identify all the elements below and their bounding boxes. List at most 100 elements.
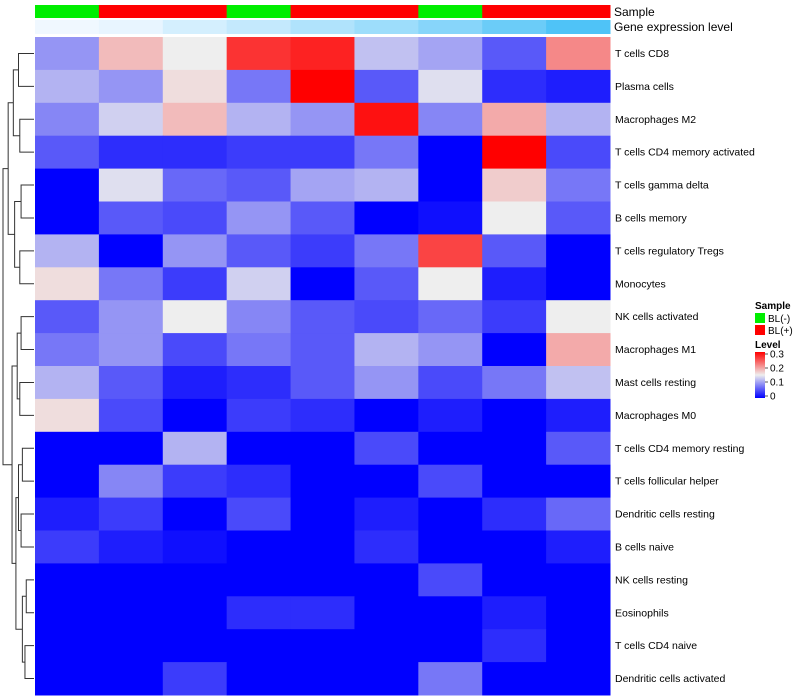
dendrogram-branch [19,381,34,416]
legend-label-bl-pos: BL(+) [768,326,793,337]
heatmap-cell [354,662,419,696]
heatmap-cell [35,398,100,433]
dendrogram-branch [15,497,23,630]
sample-annotation-cell [162,5,228,18]
dendrogram-branch [16,332,22,400]
heatmap-cell [162,662,228,696]
heatmap-cell [418,662,483,696]
heatmap-cell [546,662,611,696]
row-label: NK cells activated [615,311,699,323]
heatmap-cell [290,366,355,400]
heatmap-cell [35,300,100,334]
heatmap-cell [290,168,355,202]
row-label: Macrophages M1 [615,344,696,356]
heatmap-cell [546,629,611,663]
row-label: T cells CD4 naive [615,640,697,652]
heatmap-cell [162,300,228,334]
heatmap-cell [226,530,292,564]
heatmap-cell [354,431,419,466]
heatmap-cell [226,267,292,301]
heatmap-cell [290,431,355,466]
heatmap-cell [162,629,228,663]
heatmap-cell [354,135,419,170]
legend-tick-label: 0 [770,392,776,403]
heatmap-cell [98,300,164,334]
heatmap-cell [482,596,547,630]
legend-level-colorbar [755,352,765,398]
heatmap-cell [162,135,228,170]
row-label: T cells gamma delta [615,180,709,192]
heatmap-cell [482,102,547,137]
row-label: B cells memory [615,212,688,224]
heatmap-cell [546,300,611,334]
heatmap-cell [35,629,100,663]
heatmap-cell [354,201,419,235]
heatmap-cell [226,366,292,400]
heatmap-cell [418,300,483,334]
sample-annotation-cell [354,5,419,18]
heatmap-cell [98,201,164,235]
heatmap-cell [418,366,483,400]
heatmap-cell [482,333,547,367]
heatmap-cell [35,267,100,301]
legend-level-ticks: 0.3 0.2 0.1 0 [765,350,784,403]
heatmap-cell [162,267,228,301]
heatmap-cell [418,234,483,268]
heatmap-cell [35,168,100,202]
heatmap-cell [98,366,164,400]
sample-annotation-cell [482,5,547,18]
heatmap-cell [482,431,547,466]
legend-label-bl-neg: BL(-) [768,314,790,325]
heatmap-cell [290,596,355,630]
heatmap-cell [546,201,611,235]
heatmap-cell [35,563,100,597]
dendrogram-branch [19,118,34,153]
legend-swatch-bl-pos [755,325,765,335]
heatmap-cell [482,464,547,499]
heatmap-cell [162,168,228,202]
dendrogram-branch [2,168,13,466]
row-label: Mast cells resting [615,377,696,389]
gene-expression-annotation-cell [226,20,292,34]
row-label: Macrophages M2 [615,114,696,126]
gene-expression-annotation-cell [482,20,547,34]
heatmap-cell [418,333,483,367]
legend-swatch-bl-neg [755,313,765,323]
heatmap-cell [226,333,292,367]
heatmap-cell [482,563,547,597]
heatmap-cell [354,366,419,400]
sample-annotation-cell [98,5,164,18]
gene-expression-annotation-cell [98,20,164,34]
heatmap-cell [35,596,100,630]
heatmap-cell [546,431,611,466]
heatmap-cell [418,37,483,71]
heatmap-cell [418,563,483,597]
heatmap-cell [226,464,292,499]
heatmap-cell [35,333,100,367]
heatmap-cell [226,168,292,202]
heatmap-cell [290,234,355,268]
heatmap-cell [546,333,611,367]
heatmap-cell [418,596,483,630]
heatmap-cell [546,530,611,564]
heatmap-cell [354,234,419,268]
heatmap-cell [546,366,611,400]
gene-expression-annotation-cell [546,20,611,34]
row-label: Macrophages M0 [615,410,696,422]
row-label: Eosinophils [615,607,669,619]
heatmap-cell [482,201,547,235]
heatmap-cell [290,201,355,235]
heatmap-cell [354,398,419,433]
heatmap-cell [162,497,228,531]
heatmap-cell [354,69,419,104]
heatmap-cell [226,629,292,663]
heatmap-cell [226,431,292,466]
heatmap-cell [162,102,228,137]
heatmap-cell [546,69,611,104]
heatmap-cell [98,629,164,663]
heatmap-cell [418,168,483,202]
sample-annotation-cell [418,5,483,18]
dendrogram-branch [21,447,34,482]
heatmap-cell [35,102,100,137]
